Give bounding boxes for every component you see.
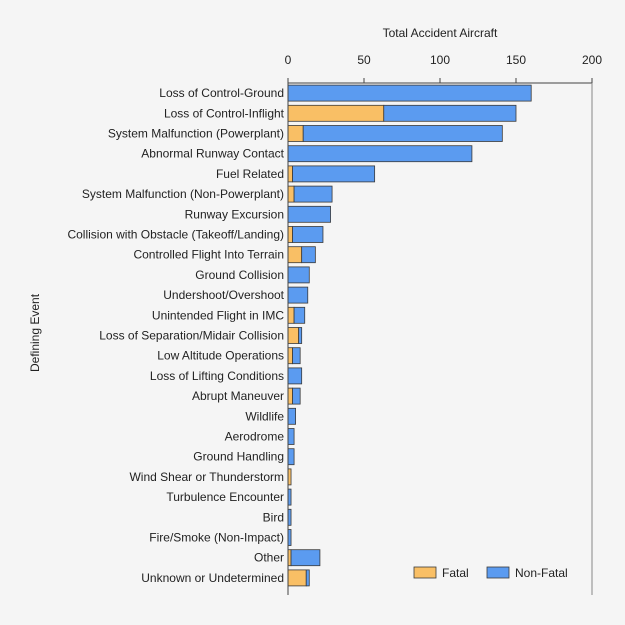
bar-non-fatal-segment bbox=[292, 226, 324, 243]
x-axis-title: Total Accident Aircraft bbox=[383, 26, 498, 40]
bar-non-fatal-segment bbox=[301, 246, 316, 264]
bar-non-fatal-segment bbox=[298, 327, 303, 344]
y-axis-title: Defining Event bbox=[28, 293, 42, 372]
legend-label: Fatal bbox=[442, 566, 469, 580]
bar-non-fatal-segment bbox=[287, 145, 473, 163]
bar-non-fatal-segment bbox=[287, 367, 303, 385]
bar-fatal-segment bbox=[287, 569, 307, 587]
category-label: Aerodrome bbox=[225, 430, 285, 444]
category-label: Ground Handling bbox=[193, 450, 284, 464]
category-label: Wind Shear or Thunderstorm bbox=[129, 470, 284, 484]
bar-non-fatal-segment bbox=[287, 286, 309, 304]
bar-non-fatal-segment bbox=[287, 205, 331, 223]
bar-non-fatal-segment bbox=[292, 347, 301, 365]
bar-non-fatal-segment bbox=[292, 387, 301, 405]
bar-non-fatal-segment bbox=[287, 407, 296, 425]
category-labels: Loss of Control-Ground Loss of Control-In… bbox=[67, 86, 284, 585]
x-axis-ticks: 0 50 100 150 200 bbox=[285, 53, 602, 83]
category-label: Fuel Related bbox=[216, 167, 284, 181]
category-label: Loss of Control-Inflight bbox=[164, 106, 285, 120]
category-label: Controlled Flight Into Terrain bbox=[133, 248, 284, 262]
bar-fatal-segment bbox=[287, 327, 300, 344]
category-label: Unintended Flight in IMC bbox=[152, 308, 284, 322]
category-label: Loss of Separation/Midair Collision bbox=[99, 329, 284, 343]
bar-fatal-segment bbox=[287, 165, 293, 183]
category-label: System Malfunction (Non-Powerplant) bbox=[82, 187, 284, 201]
category-label: Abrupt Maneuver bbox=[192, 389, 284, 403]
bar-non-fatal-segment bbox=[293, 185, 333, 203]
category-label: Wildlife bbox=[245, 409, 284, 423]
bar-fatal-segment bbox=[287, 347, 293, 365]
x-tick-label: 150 bbox=[506, 53, 526, 67]
category-label: Loss of Lifting Conditions bbox=[150, 369, 284, 383]
bar-non-fatal-segment bbox=[383, 104, 517, 122]
bar-fatal-segment bbox=[287, 104, 385, 122]
bar-non-fatal-segment bbox=[292, 165, 376, 183]
bar-fatal-segment bbox=[287, 246, 303, 264]
bar-non-fatal-segment bbox=[287, 428, 295, 445]
category-label: Turbulence Encounter bbox=[166, 490, 284, 504]
category-label: Loss of Control-Ground bbox=[159, 86, 284, 100]
x-tick-label: 100 bbox=[430, 53, 450, 67]
category-label: Ground Collision bbox=[195, 268, 284, 282]
legend-label: Non-Fatal bbox=[515, 566, 568, 580]
category-label: Runway Excursion bbox=[185, 207, 284, 221]
category-label: Fire/Smoke (Non-Impact) bbox=[149, 531, 284, 545]
bar-fatal-segment bbox=[287, 306, 295, 324]
bar-fatal-segment bbox=[287, 125, 304, 142]
category-label: Undershoot/Overshoot bbox=[163, 288, 284, 302]
category-label: Collision with Obstacle (Takeoff/Landing… bbox=[67, 228, 284, 242]
bars bbox=[287, 84, 532, 587]
legend-swatch bbox=[413, 566, 437, 579]
bar-non-fatal-segment bbox=[287, 448, 295, 466]
bar-fatal-segment bbox=[287, 226, 293, 243]
x-tick-label: 50 bbox=[357, 53, 371, 67]
bar-non-fatal-segment bbox=[293, 306, 306, 324]
category-label: System Malfunction (Powerplant) bbox=[108, 127, 284, 141]
category-label: Unknown or Undetermined bbox=[141, 571, 284, 585]
bar-fatal-segment bbox=[287, 185, 295, 203]
legend: Fatal Non-Fatal bbox=[413, 566, 568, 580]
x-tick-label: 0 bbox=[285, 53, 292, 67]
bar-fatal-segment bbox=[287, 387, 293, 405]
category-label: Bird bbox=[263, 510, 284, 524]
bar-non-fatal-segment bbox=[305, 569, 310, 587]
bar-non-fatal-segment bbox=[287, 84, 532, 102]
category-label: Other bbox=[254, 551, 284, 565]
category-label: Low Altitude Operations bbox=[157, 349, 284, 363]
x-tick-label: 200 bbox=[582, 53, 602, 67]
bar-non-fatal-segment bbox=[302, 125, 503, 142]
category-label: Abnormal Runway Contact bbox=[141, 147, 284, 161]
legend-swatch bbox=[486, 566, 510, 579]
bar-non-fatal-segment bbox=[290, 549, 321, 567]
bar-non-fatal-segment bbox=[287, 266, 310, 284]
